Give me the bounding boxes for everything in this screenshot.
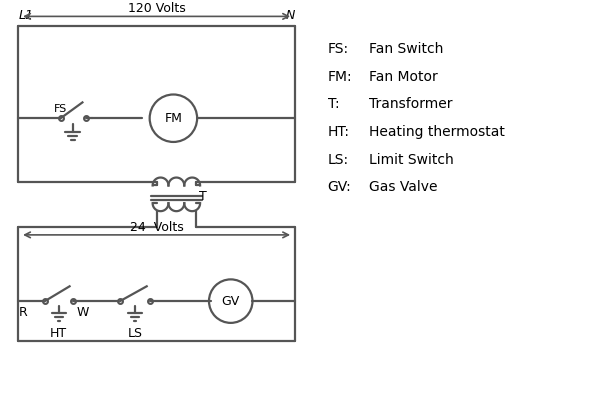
Text: Fan Switch: Fan Switch [369, 42, 444, 56]
Text: Gas Valve: Gas Valve [369, 180, 438, 194]
Text: T: T [199, 190, 207, 203]
Text: Fan Motor: Fan Motor [369, 70, 438, 84]
Text: W: W [77, 306, 89, 319]
Text: GV:: GV: [327, 180, 352, 194]
Text: 120 Volts: 120 Volts [127, 2, 185, 16]
Text: FS: FS [54, 104, 67, 114]
Text: N: N [286, 10, 295, 22]
Text: HT:: HT: [327, 125, 350, 139]
Text: L1: L1 [18, 10, 33, 22]
Text: T:: T: [327, 97, 339, 111]
Text: Heating thermostat: Heating thermostat [369, 125, 505, 139]
Text: Transformer: Transformer [369, 97, 453, 111]
Text: LS:: LS: [327, 153, 349, 167]
Text: FS:: FS: [327, 42, 349, 56]
Text: 24  Volts: 24 Volts [130, 221, 183, 234]
Text: Limit Switch: Limit Switch [369, 153, 454, 167]
Text: FM:: FM: [327, 70, 352, 84]
Text: GV: GV [222, 295, 240, 308]
Text: HT: HT [50, 327, 67, 340]
Text: R: R [19, 306, 28, 319]
Text: LS: LS [127, 327, 142, 340]
Text: FM: FM [165, 112, 182, 125]
